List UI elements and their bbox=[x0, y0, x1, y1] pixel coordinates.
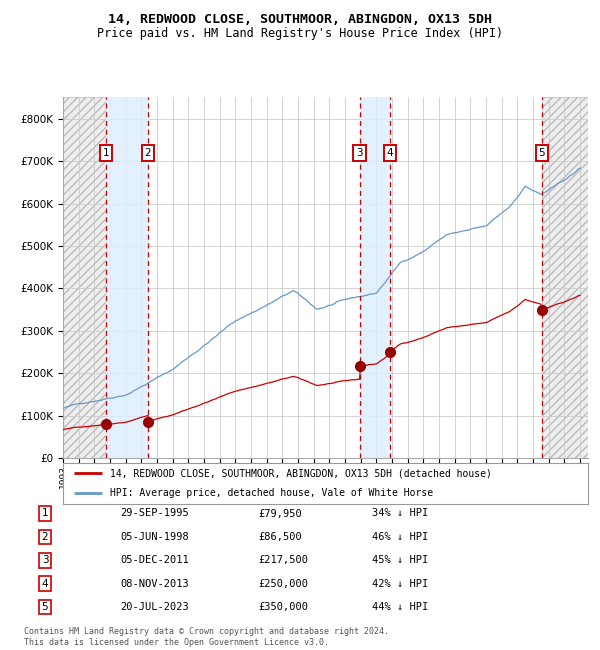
Text: 5: 5 bbox=[538, 148, 545, 159]
Text: 4: 4 bbox=[386, 148, 393, 159]
Text: 20-JUL-2023: 20-JUL-2023 bbox=[120, 602, 189, 612]
Text: Price paid vs. HM Land Registry's House Price Index (HPI): Price paid vs. HM Land Registry's House … bbox=[97, 27, 503, 40]
Text: 2: 2 bbox=[41, 532, 49, 542]
Text: 1: 1 bbox=[103, 148, 109, 159]
Text: HPI: Average price, detached house, Vale of White Horse: HPI: Average price, detached house, Vale… bbox=[110, 488, 433, 498]
Text: 34% ↓ HPI: 34% ↓ HPI bbox=[372, 508, 428, 519]
Text: £350,000: £350,000 bbox=[258, 602, 308, 612]
Text: 05-DEC-2011: 05-DEC-2011 bbox=[120, 555, 189, 566]
Text: Contains HM Land Registry data © Crown copyright and database right 2024.
This d: Contains HM Land Registry data © Crown c… bbox=[24, 627, 389, 647]
Text: £217,500: £217,500 bbox=[258, 555, 308, 566]
Text: 29-SEP-1995: 29-SEP-1995 bbox=[120, 508, 189, 519]
Text: 14, REDWOOD CLOSE, SOUTHMOOR, ABINGDON, OX13 5DH (detached house): 14, REDWOOD CLOSE, SOUTHMOOR, ABINGDON, … bbox=[110, 469, 492, 478]
Bar bbox=[542, 98, 588, 458]
Bar bbox=[106, 98, 148, 458]
Bar bbox=[63, 98, 106, 458]
Text: 1: 1 bbox=[41, 508, 49, 519]
Text: 3: 3 bbox=[41, 555, 49, 566]
Text: £250,000: £250,000 bbox=[258, 578, 308, 589]
Text: 08-NOV-2013: 08-NOV-2013 bbox=[120, 578, 189, 589]
Text: £79,950: £79,950 bbox=[258, 508, 302, 519]
Text: 2: 2 bbox=[145, 148, 151, 159]
Text: 5: 5 bbox=[41, 602, 49, 612]
Text: 05-JUN-1998: 05-JUN-1998 bbox=[120, 532, 189, 542]
Bar bbox=[359, 98, 390, 458]
Text: 44% ↓ HPI: 44% ↓ HPI bbox=[372, 602, 428, 612]
Text: 3: 3 bbox=[356, 148, 363, 159]
Text: 42% ↓ HPI: 42% ↓ HPI bbox=[372, 578, 428, 589]
Text: 4: 4 bbox=[41, 578, 49, 589]
Text: £86,500: £86,500 bbox=[258, 532, 302, 542]
Text: 46% ↓ HPI: 46% ↓ HPI bbox=[372, 532, 428, 542]
Text: 45% ↓ HPI: 45% ↓ HPI bbox=[372, 555, 428, 566]
Text: 14, REDWOOD CLOSE, SOUTHMOOR, ABINGDON, OX13 5DH: 14, REDWOOD CLOSE, SOUTHMOOR, ABINGDON, … bbox=[108, 13, 492, 26]
